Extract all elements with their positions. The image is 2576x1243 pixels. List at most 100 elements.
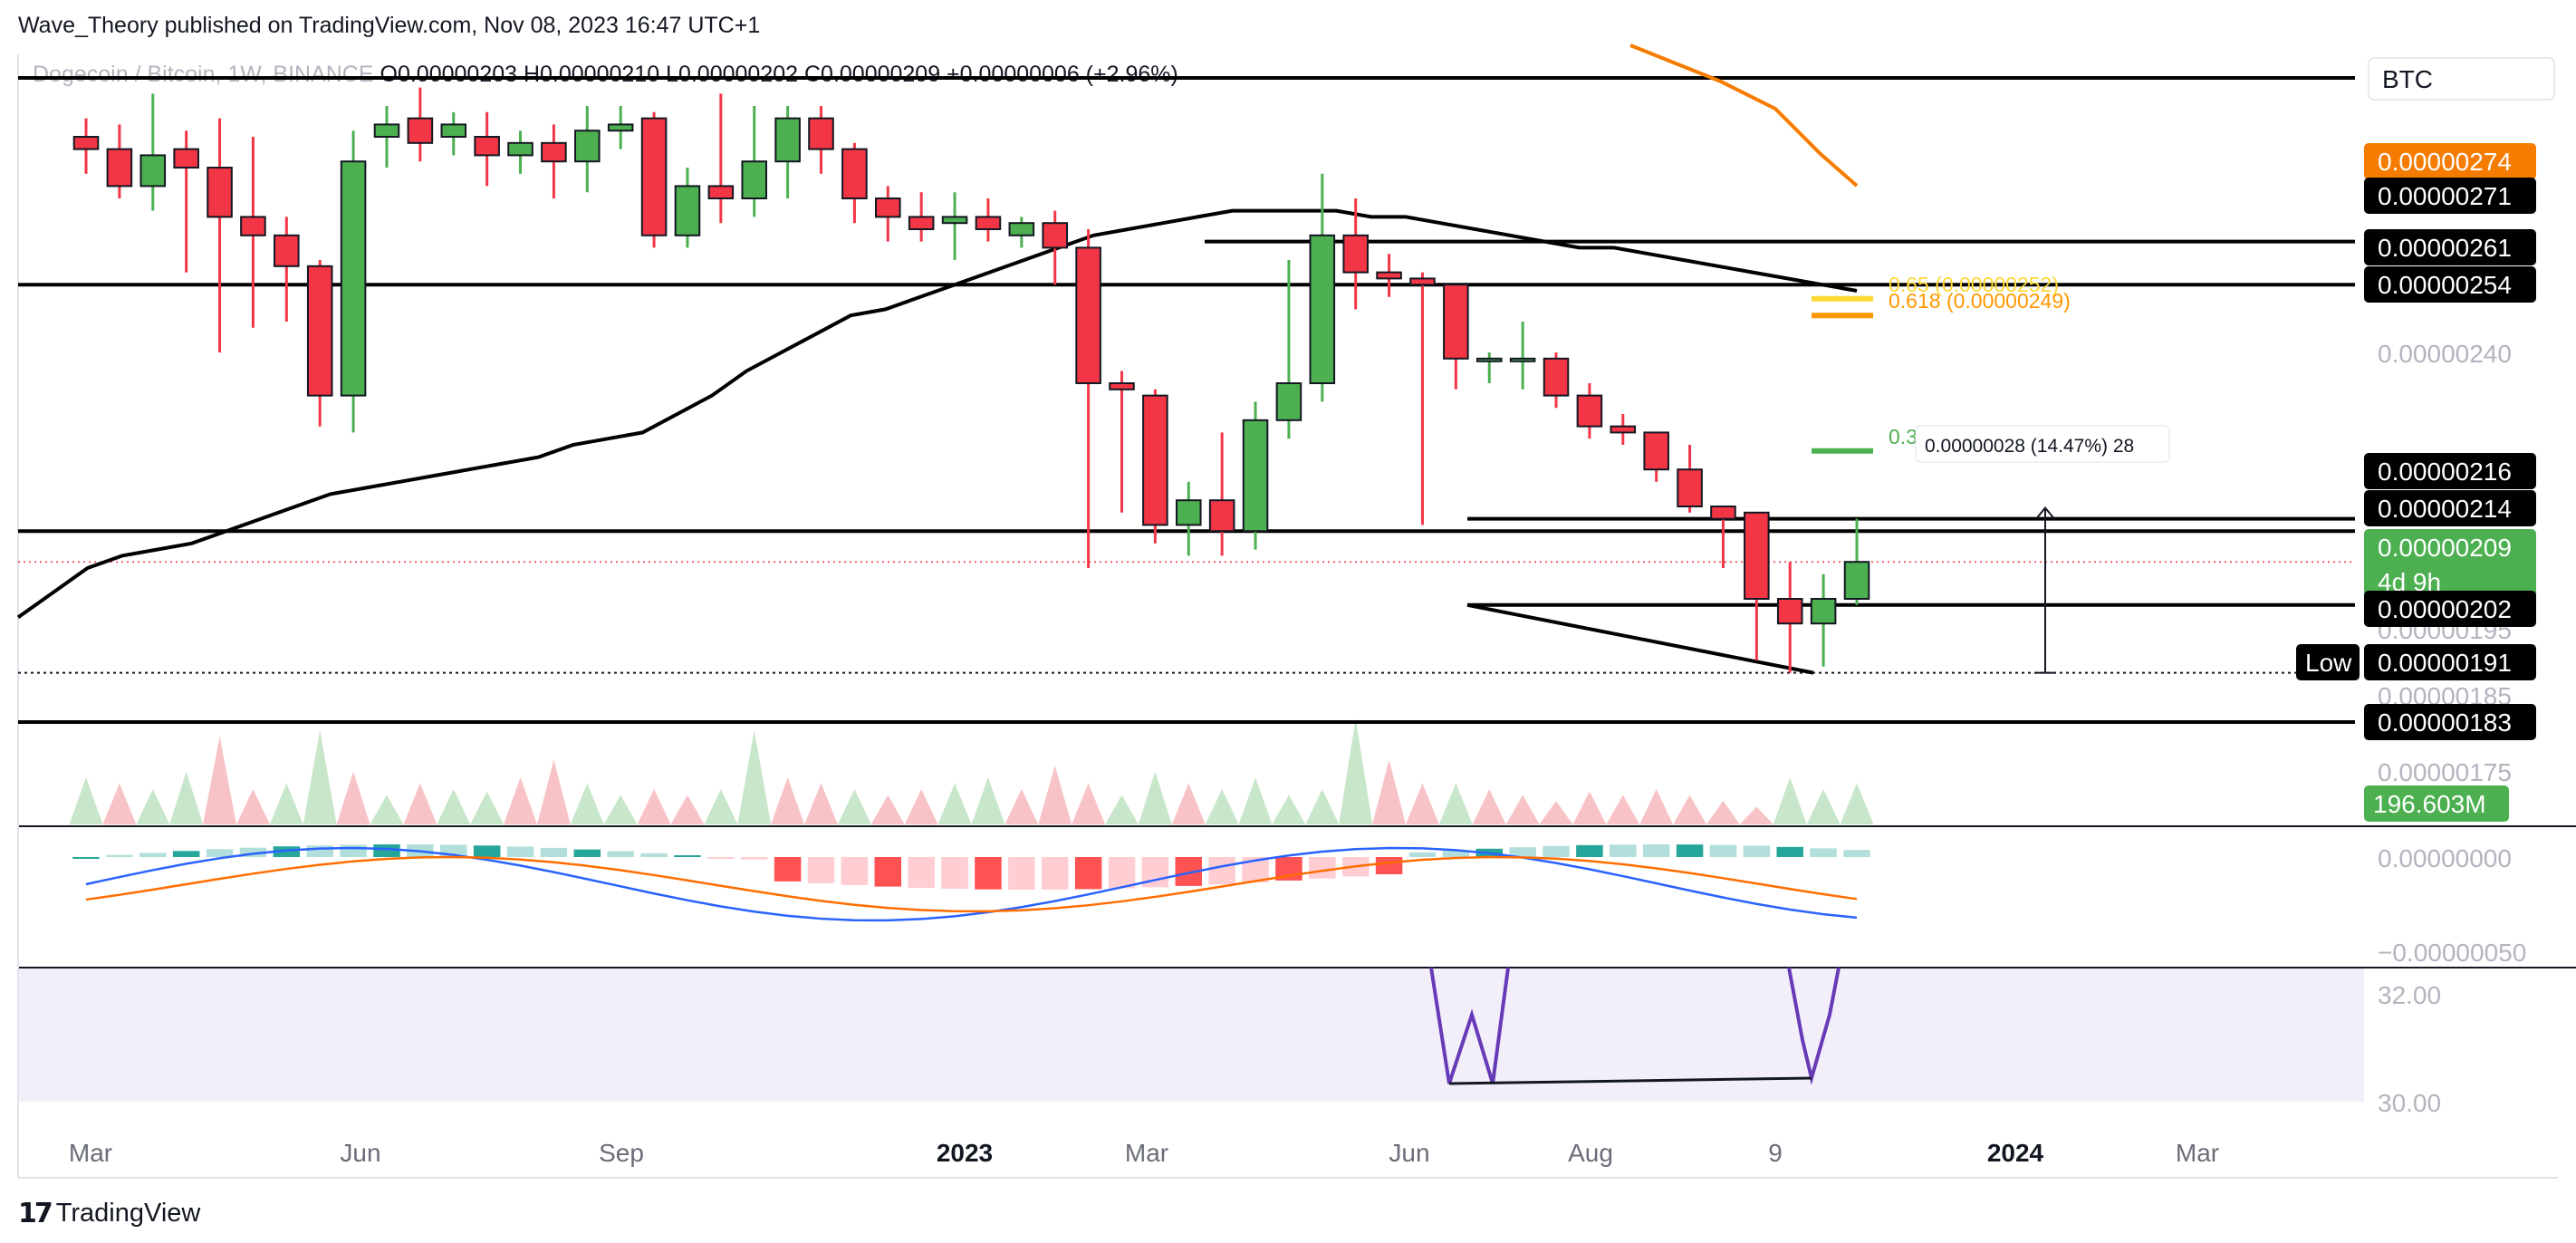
candle-body xyxy=(1175,499,1202,526)
trend-line xyxy=(1466,602,1814,675)
macd-histogram-bar xyxy=(707,857,735,859)
x-axis-tick-label: 2023 xyxy=(937,1139,993,1167)
macd-histogram-bar xyxy=(1375,857,1403,874)
candle-body xyxy=(274,234,300,267)
candle xyxy=(1443,284,1469,390)
candle-body xyxy=(707,185,735,199)
candle-body xyxy=(240,216,266,236)
macd-histogram-bar xyxy=(874,857,902,887)
volume-mark xyxy=(1171,783,1206,824)
volume-mark xyxy=(637,789,671,824)
ema-black-line xyxy=(16,208,1858,620)
tradingview-logo: 𝟭𝟳 TradingView xyxy=(18,1198,200,1229)
volume-mark xyxy=(771,777,805,824)
candle xyxy=(340,130,367,433)
candle xyxy=(1342,198,1369,310)
ohlc-values: O0.00000203 H0.00000210 L0.00000202 C0.0… xyxy=(380,62,1178,87)
price-label-text: 0.00000216 xyxy=(2378,458,2512,486)
candle-body xyxy=(1776,598,1803,625)
candle-body xyxy=(139,154,167,188)
candle xyxy=(607,106,634,149)
macd-histogram-bar xyxy=(1676,844,1704,857)
volume-mark xyxy=(1205,789,1239,824)
candle xyxy=(507,130,533,174)
x-axis-tick-label: Mar xyxy=(1125,1139,1168,1167)
candle-body xyxy=(1342,234,1369,274)
volume-label-tag xyxy=(2364,785,2509,822)
currency-label: BTC xyxy=(2382,65,2433,93)
candle xyxy=(1509,322,1536,390)
candle xyxy=(1610,414,1637,445)
macd-histogram-bar xyxy=(1509,847,1536,857)
macd-histogram-bar xyxy=(540,847,568,857)
candle-body xyxy=(674,185,701,236)
price-label-text: 0.00000202 xyxy=(2378,595,2512,623)
macd-histogram-bar xyxy=(573,849,601,857)
volume-mark xyxy=(1706,801,1740,824)
measure-label: 0.00000028 (14.47%) 28 xyxy=(1925,436,2134,457)
candle-body xyxy=(207,167,233,218)
macd-histogram-bar xyxy=(1041,857,1069,890)
candle-body xyxy=(1275,382,1302,421)
candle xyxy=(1576,383,1603,439)
candle xyxy=(908,192,935,242)
candle xyxy=(440,111,467,156)
x-axis-tick-label: Sep xyxy=(599,1139,644,1167)
price-tick-label: 0.00000175 xyxy=(2378,758,2512,786)
macd-histogram-bar xyxy=(1074,857,1102,890)
macd-histogram-bar xyxy=(941,857,968,890)
price-label-text: 0.00000271 xyxy=(2378,182,2512,210)
candle-body xyxy=(173,148,199,169)
price-label-tag xyxy=(2364,591,2536,627)
volume-mark xyxy=(1105,795,1139,824)
measure-arrow xyxy=(2035,506,2055,520)
volume-mark xyxy=(1138,771,1172,824)
brand-label: TradingView xyxy=(55,1199,201,1228)
macd-histogram-bar xyxy=(975,857,1002,890)
volume-mark xyxy=(69,777,103,824)
volume-mark xyxy=(837,789,871,824)
volume-mark xyxy=(904,789,938,824)
candle xyxy=(274,217,300,322)
candle xyxy=(306,260,333,427)
candle-body xyxy=(741,160,768,199)
candle-body xyxy=(1543,357,1570,397)
volume-mark xyxy=(470,791,505,824)
volume-mark xyxy=(102,783,137,824)
volume-mark xyxy=(303,730,337,824)
candle-body xyxy=(340,160,367,397)
x-axis-tick-label: Aug xyxy=(1568,1139,1613,1167)
candle-body xyxy=(1309,234,1336,384)
macd-histogram-bar xyxy=(740,857,768,860)
candle-body xyxy=(941,216,968,225)
volume-mark xyxy=(1472,789,1506,824)
candle-body xyxy=(1576,394,1603,428)
macd-histogram-bar xyxy=(1543,845,1570,857)
candle xyxy=(1543,352,1570,409)
candle-body xyxy=(1744,511,1770,600)
candle-body xyxy=(640,117,668,236)
candle-body xyxy=(373,123,400,138)
candle-body xyxy=(1142,394,1168,526)
candle xyxy=(1643,431,1669,482)
x-axis-tick-label: Jun xyxy=(340,1139,380,1167)
x-axis-tick-label: Jun xyxy=(1389,1139,1429,1167)
price-label-tag xyxy=(2364,178,2536,214)
price-label-tag xyxy=(2364,143,2536,179)
candle-body xyxy=(574,130,601,163)
candle xyxy=(72,118,100,174)
tradingview-logo-icon: 𝟭𝟳 xyxy=(18,1199,53,1229)
candle-body xyxy=(507,141,533,157)
candle xyxy=(1710,506,1736,568)
macd-histogram-bar xyxy=(373,844,400,857)
candle-body xyxy=(908,216,935,230)
macd-histogram-bar xyxy=(1843,850,1870,857)
price-label-text: 0.00000254 xyxy=(2378,271,2512,299)
volume-mark xyxy=(403,783,437,824)
volume-mark xyxy=(971,777,1005,824)
candle-body xyxy=(774,117,801,163)
x-axis-tick-label: 9 xyxy=(1768,1139,1783,1167)
candle xyxy=(1175,481,1202,556)
candle xyxy=(674,168,701,248)
